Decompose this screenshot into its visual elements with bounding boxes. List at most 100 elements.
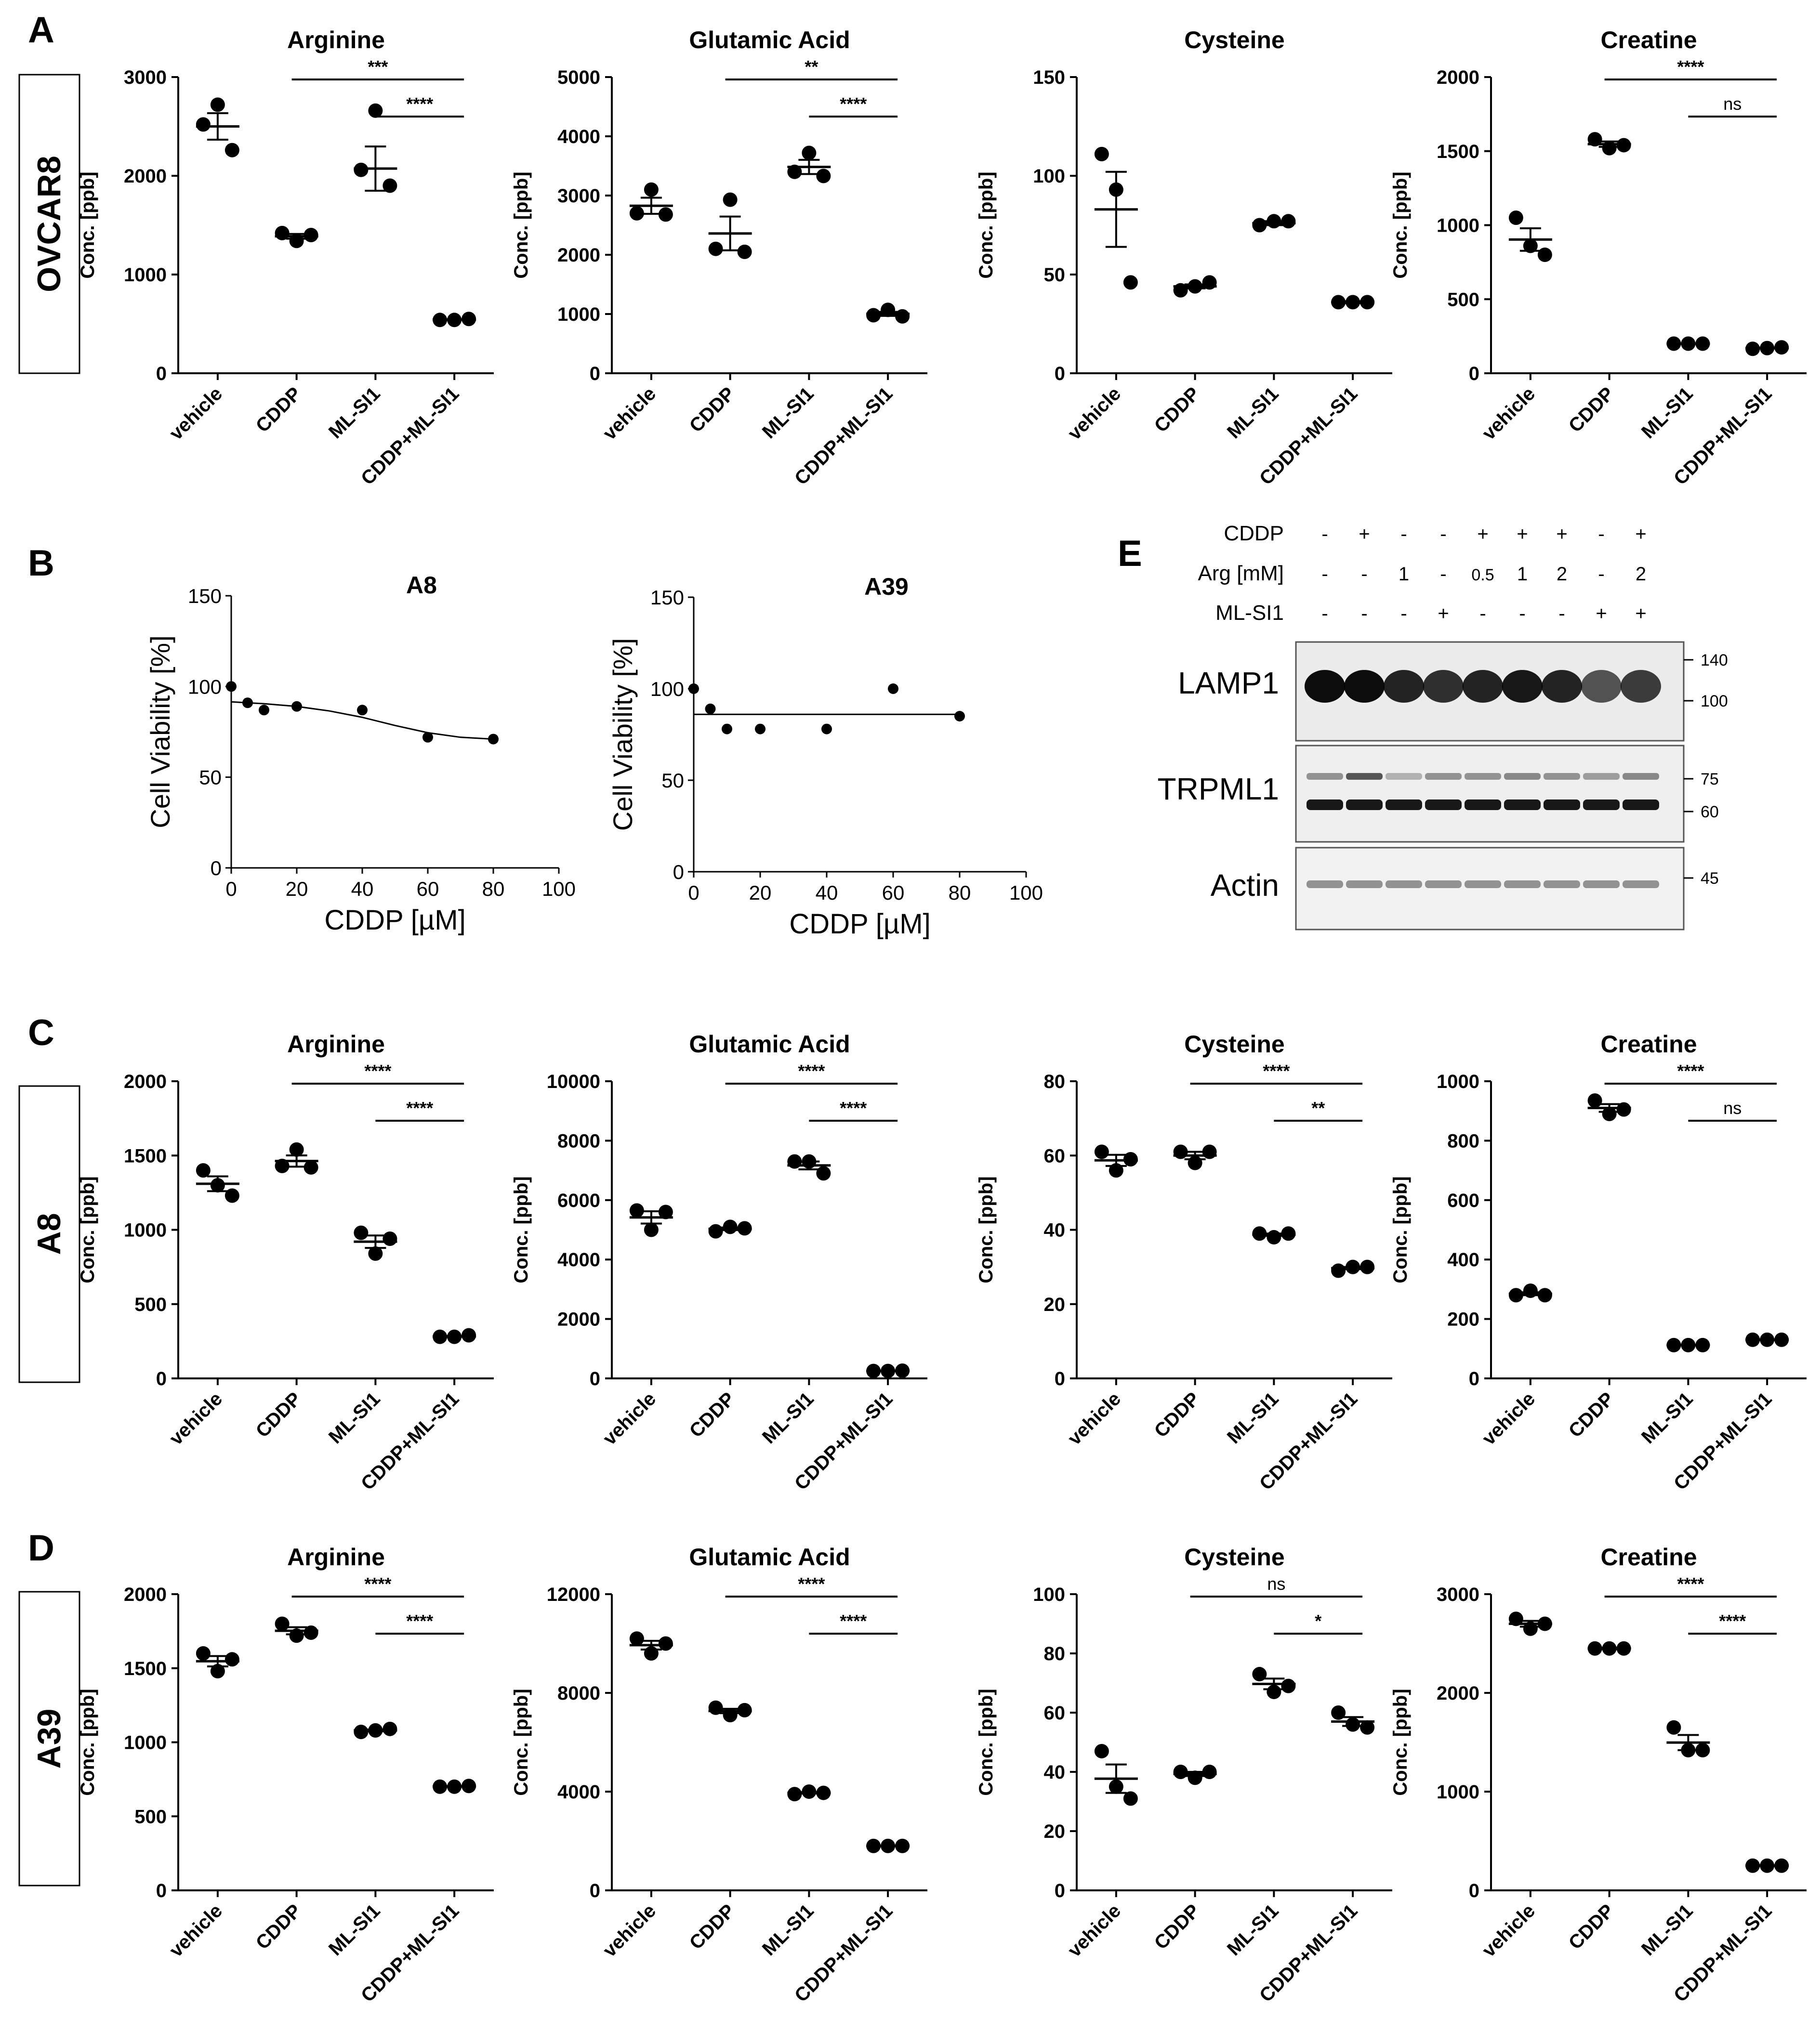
data-point xyxy=(289,234,304,249)
data-point xyxy=(224,143,239,157)
data-point xyxy=(1523,238,1538,253)
data-point xyxy=(1094,1144,1109,1159)
y-tick-label: 50 xyxy=(199,766,222,789)
data-point xyxy=(1774,1332,1789,1347)
western-blot-panel: CDDP Arg [mM] ML-SI1 - + - - + + + - + - - 1 - 0.5 1 2 -… xyxy=(1158,522,1728,930)
y-axis-label: Conc. [ppb] xyxy=(1390,171,1411,278)
y-tick-label: 6000 xyxy=(557,1190,600,1211)
data-point xyxy=(433,1779,448,1794)
data-point xyxy=(1360,295,1375,310)
actin-band xyxy=(1425,880,1462,888)
data-point xyxy=(1587,1641,1602,1656)
data-point xyxy=(1109,1779,1123,1794)
data-point xyxy=(1695,1743,1710,1757)
trpml1-upper-band xyxy=(1544,773,1580,780)
trpml1-upper-band xyxy=(1346,773,1383,780)
data-point xyxy=(488,734,499,745)
condition-value: 1 xyxy=(1399,563,1409,585)
data-point xyxy=(787,1787,802,1802)
y-tick-label: 60 xyxy=(1044,1145,1066,1166)
data-point xyxy=(802,145,817,160)
y-tick-label: 80 xyxy=(1044,1643,1066,1664)
y-axis-label: Cell Viability [%] xyxy=(145,635,175,828)
data-point xyxy=(368,103,383,118)
data-point xyxy=(1281,1226,1296,1241)
significance-label: **** xyxy=(1677,1061,1704,1081)
data-point xyxy=(787,1154,802,1169)
blot-actin xyxy=(1295,847,1685,930)
significance-label: ns xyxy=(1723,94,1742,114)
trpml1-lower-band xyxy=(1465,799,1501,810)
y-tick-label: 0 xyxy=(156,363,167,384)
y-axis-label: Conc. [ppb] xyxy=(511,1176,532,1283)
row-label-a39: A39 xyxy=(18,1591,80,1887)
data-point xyxy=(289,1142,304,1157)
y-axis-label: Conc. [ppb] xyxy=(976,1176,997,1283)
data-point xyxy=(226,681,237,692)
blot-trpml1 xyxy=(1295,745,1685,843)
data-point xyxy=(224,1188,239,1203)
blot-label-trpml1: TRPML1 xyxy=(1158,772,1280,806)
data-point xyxy=(291,701,302,712)
y-tick-label: 4000 xyxy=(557,126,600,147)
actin-band xyxy=(1307,880,1343,888)
data-point xyxy=(462,1779,476,1794)
data-point xyxy=(1173,1144,1188,1159)
marker-140: 140 xyxy=(1701,651,1728,669)
data-point xyxy=(433,313,448,328)
condition-value: - xyxy=(1361,603,1367,624)
lamp1-band xyxy=(1423,670,1464,703)
data-point xyxy=(895,309,910,324)
data-point xyxy=(1123,1791,1138,1806)
data-point xyxy=(629,1631,644,1646)
data-point xyxy=(723,192,738,207)
condition-value: - xyxy=(1519,603,1525,624)
data-point xyxy=(705,703,716,714)
data-point xyxy=(895,1838,910,1853)
y-tick-label: 0 xyxy=(1469,1368,1479,1389)
trpml1-upper-band xyxy=(1425,773,1462,780)
data-point xyxy=(866,308,881,323)
y-tick-label: 600 xyxy=(1447,1190,1479,1211)
data-point xyxy=(1537,248,1552,262)
data-point xyxy=(1252,1226,1267,1241)
lamp1-band xyxy=(1344,670,1385,703)
y-tick-label: 1000 xyxy=(1437,1782,1479,1803)
data-point xyxy=(866,1363,881,1378)
condition-value: - xyxy=(1598,563,1604,585)
data-point xyxy=(196,117,211,132)
data-point xyxy=(1346,1259,1360,1274)
data-point xyxy=(1123,275,1138,290)
x-tick-label: 60 xyxy=(882,881,905,904)
panel-letter-d: D xyxy=(28,1528,54,1569)
significance-label: * xyxy=(1315,1611,1321,1631)
y-tick-label: 0 xyxy=(673,861,684,883)
y-tick-label: 1000 xyxy=(1437,1071,1479,1092)
data-point xyxy=(658,1636,673,1651)
chart-title: Glutamic Acid xyxy=(689,1031,850,1058)
y-tick-label: 2000 xyxy=(124,1071,167,1092)
significance-label: **** xyxy=(1263,1061,1290,1081)
condition-value: - xyxy=(1479,603,1486,624)
condition-label-arg: Arg [mM] xyxy=(1198,562,1284,585)
data-point xyxy=(1346,1717,1360,1732)
data-point xyxy=(1616,1102,1631,1117)
condition-value: + xyxy=(1635,524,1646,545)
lamp1-band xyxy=(1581,670,1622,703)
data-point xyxy=(1681,336,1696,351)
chart-title: Arginine xyxy=(287,1544,385,1571)
actin-band xyxy=(1583,880,1620,888)
data-point xyxy=(368,1723,383,1738)
significance-label: **** xyxy=(406,1611,433,1631)
row-label-ovcar8-text: OVCAR8 xyxy=(31,156,67,292)
y-tick-label: 1000 xyxy=(124,264,167,286)
chart-viability-a8: A8 0 50 100 150 0 20 40 60 80 100 CDDP [µM] Cell Via… xyxy=(145,572,576,936)
condition-value: 2 xyxy=(1557,563,1567,585)
significance-label: **** xyxy=(798,1574,825,1594)
data-point xyxy=(802,1784,817,1799)
y-tick-label: 20 xyxy=(1044,1821,1066,1842)
condition-value: - xyxy=(1361,563,1367,585)
y-tick-label: 800 xyxy=(1447,1130,1479,1152)
significance-label: **** xyxy=(364,1574,391,1594)
